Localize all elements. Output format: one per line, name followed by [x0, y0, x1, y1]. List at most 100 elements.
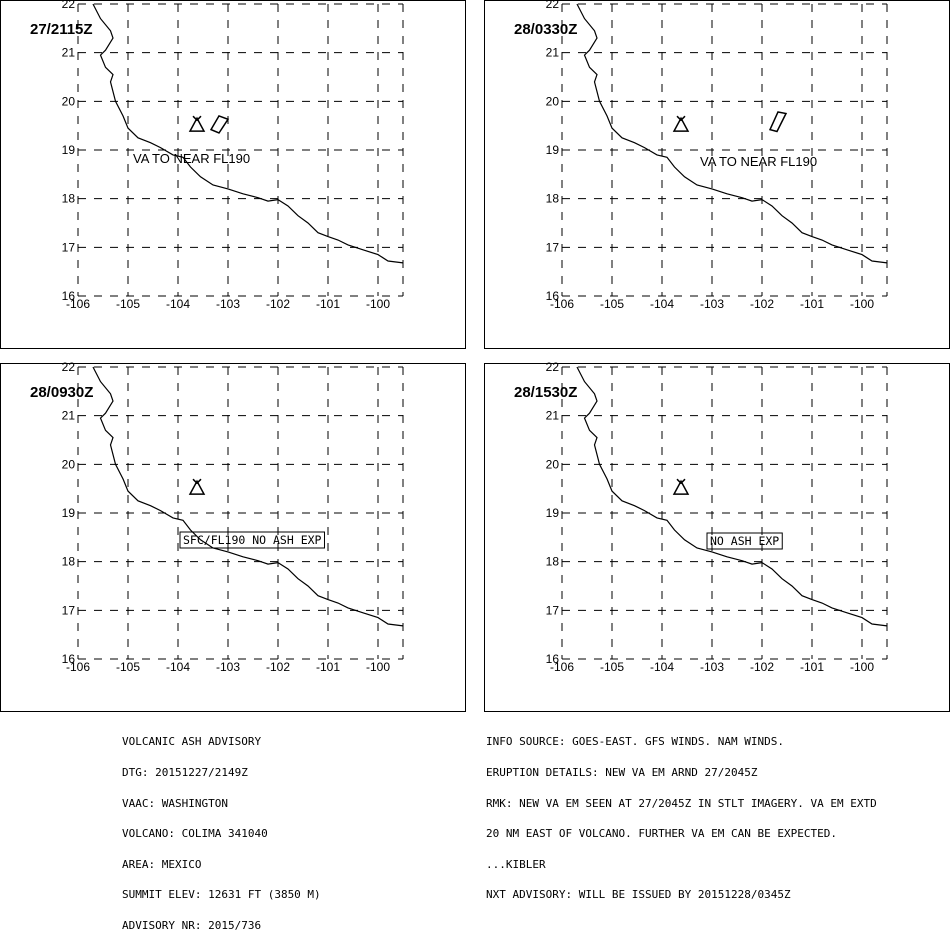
lon-tick-label: -103 [700, 297, 724, 311]
info-line-5: AREA: MEXICO [122, 857, 202, 871]
lon-tick-label: -105 [116, 297, 140, 311]
lat-tick-label: 17 [546, 603, 560, 617]
lat-tick-label: 18 [546, 192, 560, 206]
eruption-icon [676, 115, 686, 122]
forecast-time-label: 28/0930Z [30, 384, 93, 401]
label-box [179, 531, 325, 549]
forecast-time-label: 28/1530Z [514, 384, 577, 401]
info-line-4: 20 NM EAST OF VOLCANO. FURTHER VA EM CAN… [486, 827, 837, 841]
lat-tick-label: 20 [62, 457, 76, 471]
info-line-6: NXT ADVISORY: WILL BE ISSUED BY 20151228… [486, 888, 791, 902]
lon-tick-label: -101 [316, 660, 340, 674]
lon-tick-label: -102 [750, 297, 774, 311]
lon-tick-label: -105 [600, 297, 624, 311]
lat-tick-label: 21 [546, 46, 560, 60]
lon-tick-label: -106 [66, 297, 90, 311]
lon-tick-label: -102 [266, 297, 290, 311]
lat-tick-label: 17 [546, 240, 560, 254]
ash-cloud-polygon [209, 114, 230, 134]
lon-tick-label: -104 [650, 660, 674, 674]
forecast-panel-3: -106 -105 -104 -103 -102 -101 -100 16 17 18 19 20 21… [0, 360, 466, 712]
advisory-info-left: VOLCANIC ASH ADVISORY DTG: 20151227/2149… [122, 717, 321, 941]
forecast-time-label: 28/0330Z [514, 21, 577, 38]
lon-tick-label: -102 [750, 660, 774, 674]
lon-tick-label: -104 [650, 297, 674, 311]
lon-tick-label: -100 [366, 660, 390, 674]
lat-tick-label: 22 [546, 0, 560, 11]
lat-tick-label: 19 [62, 143, 76, 157]
lon-tick-label: -104 [166, 297, 190, 311]
info-line-5: ...KIBLER [486, 857, 546, 871]
forecast-time-label: 27/2115Z [30, 21, 93, 38]
label-box [706, 532, 783, 550]
lat-tick-label: 16 [546, 289, 560, 303]
lat-tick-label: 18 [62, 555, 76, 569]
info-line-3: VAAC: WASHINGTON [122, 796, 228, 810]
advisory-info-right: INFO SOURCE: GOES-EAST. GFS WINDS. NAM W… [486, 717, 877, 911]
lon-tick-label: -101 [800, 297, 824, 311]
eruption-icon [192, 115, 202, 122]
lon-tick-label: -102 [266, 660, 290, 674]
lon-tick-label: -106 [550, 297, 574, 311]
info-line-6: SUMMIT ELEV: 12631 FT (3850 M) [122, 888, 321, 902]
eruption-icon [192, 478, 202, 485]
lon-tick-label: -103 [216, 660, 240, 674]
lon-tick-label: -103 [700, 660, 724, 674]
lat-tick-label: 22 [62, 360, 76, 374]
lon-tick-label: -106 [66, 660, 90, 674]
volcano-icon [188, 116, 206, 132]
ash-status-label: SFC/FL190 NO ASH EXP [183, 533, 322, 547]
info-line-1: VOLCANIC ASH ADVISORY [122, 735, 262, 749]
info-line-4: VOLCANO: COLIMA 341040 [122, 827, 268, 841]
ash-status-label: NO ASH EXP [710, 534, 779, 548]
eruption-icon [676, 478, 686, 485]
volcano-icon [188, 479, 206, 495]
info-line-1: INFO SOURCE: GOES-EAST. GFS WINDS. NAM W… [486, 735, 785, 749]
coastline [92, 366, 404, 627]
lon-tick-label: -100 [850, 660, 874, 674]
lon-tick-label: -106 [550, 660, 574, 674]
lat-tick-label: 21 [546, 409, 560, 423]
advisory-graphic: -106 -105 -104 -103 -102 -101 -100 16 17 18 19 20 21… [0, 0, 950, 712]
lat-tick-label: 20 [546, 94, 560, 108]
lat-tick-label: 16 [546, 652, 560, 666]
lon-tick-label: -105 [116, 660, 140, 674]
lat-tick-label: 17 [62, 603, 76, 617]
panel-frame [0, 363, 466, 712]
forecast-panel-2: -106 -105 -104 -103 -102 -101 -100 16 17 18 19 20 21… [484, 0, 950, 349]
lat-tick-label: 20 [62, 94, 76, 108]
lon-tick-label: -104 [166, 660, 190, 674]
coastline [576, 366, 888, 627]
lat-tick-label: 21 [62, 409, 76, 423]
lat-tick-label: 18 [546, 555, 560, 569]
info-line-3: RMK: NEW VA EM SEEN AT 27/2045Z IN STLT … [486, 796, 877, 810]
lon-tick-label: -100 [850, 297, 874, 311]
lat-tick-label: 16 [62, 652, 76, 666]
lat-tick-label: 17 [62, 240, 76, 254]
lat-tick-label: 22 [546, 360, 560, 374]
lat-tick-label: 18 [62, 192, 76, 206]
lat-tick-label: 19 [546, 143, 560, 157]
ash-height-label: VA TO NEAR FL190 [133, 151, 250, 166]
coastline [92, 3, 404, 264]
lat-tick-label: 16 [62, 289, 76, 303]
forecast-panel-4: -106 -105 -104 -103 -102 -101 -100 16 17 18 19 20 21… [484, 360, 950, 712]
lat-tick-label: 19 [62, 506, 76, 520]
panel-frame [0, 0, 466, 349]
forecast-panel-1: -106 -105 -104 -103 -102 -101 -100 16 17 18 19 20 21… [0, 0, 466, 349]
ash-cloud-polygon [768, 111, 788, 133]
lat-tick-label: 19 [546, 506, 560, 520]
lat-tick-label: 20 [546, 457, 560, 471]
lon-tick-label: -103 [216, 297, 240, 311]
lon-tick-label: -100 [366, 297, 390, 311]
lon-tick-label: -101 [316, 297, 340, 311]
volcano-icon [672, 479, 690, 495]
lon-tick-label: -101 [800, 660, 824, 674]
lat-tick-label: 22 [62, 0, 76, 11]
volcano-icon [672, 116, 690, 132]
info-line-2: ERUPTION DETAILS: NEW VA EM ARND 27/2045… [486, 766, 758, 779]
coastline [576, 3, 888, 264]
ash-height-label: VA TO NEAR FL190 [700, 154, 817, 169]
lon-tick-label: -105 [600, 660, 624, 674]
lat-tick-label: 21 [62, 46, 76, 60]
